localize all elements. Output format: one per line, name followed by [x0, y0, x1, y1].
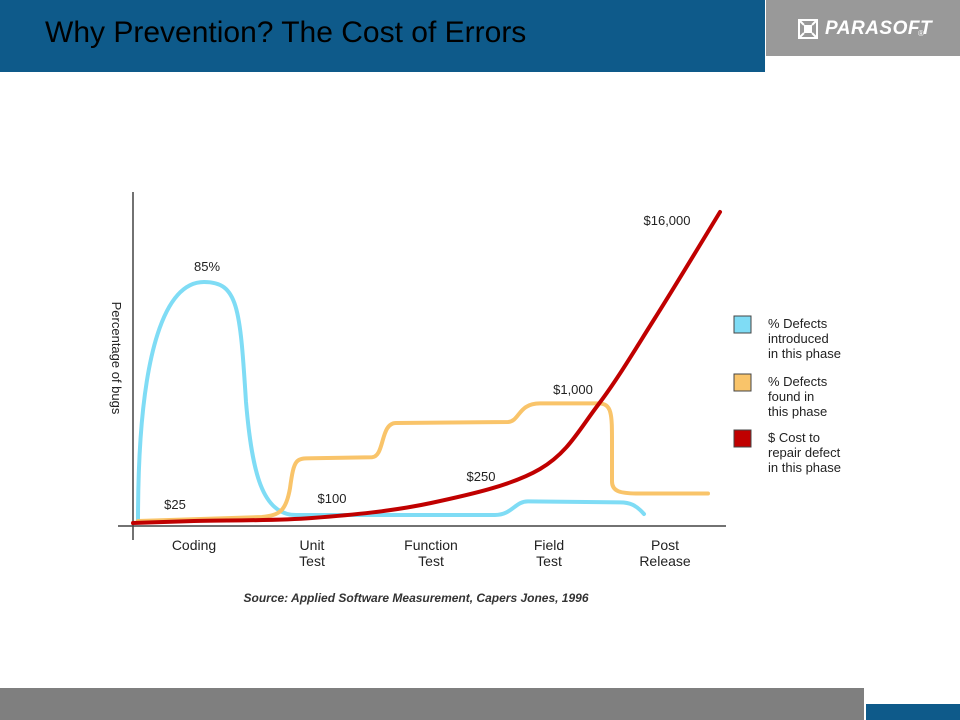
- chart-source-note: Source: Applied Software Measurement, Ca…: [243, 591, 588, 605]
- x-tick-label-field-test: Field Test: [534, 537, 564, 569]
- x-tick-labels: Coding Unit Test Function Test Field Test Post R…: [172, 537, 691, 569]
- legend-swatch-introduced: [733, 315, 752, 334]
- legend-swatch-found: [733, 373, 752, 392]
- x-tick-label-post-release: Post Release: [639, 537, 691, 569]
- logo-registered-mark: ®: [918, 29, 924, 38]
- legend-label-found: % Defects found in this phase: [768, 374, 828, 419]
- data-label-cost-25: $25: [164, 497, 186, 512]
- parasoft-logo-icon: [798, 19, 818, 39]
- x-tick-label-function-test: Function Test: [404, 537, 458, 569]
- data-label-cost-16-000: $16,000: [644, 213, 691, 228]
- footer-bar: [0, 688, 864, 720]
- data-label-cost-250: $250: [467, 469, 496, 484]
- footer-accent: [866, 704, 960, 720]
- data-labels: 85% $25 $100 $250 $1,000 $16,000: [164, 213, 690, 512]
- series-line-defects-found: [136, 401, 710, 523]
- slide-title: Why Prevention? The Cost of Errors: [45, 16, 527, 49]
- data-label-cost-1-000: $1,000: [553, 382, 593, 397]
- series-line-defects-introduced: [136, 280, 646, 523]
- legend-label-cost: $ Cost to repair defect in this phase: [768, 430, 841, 475]
- x-tick-label-coding: Coding: [172, 537, 216, 553]
- legend: % Defects introduced in this phase % Defec…: [733, 315, 841, 475]
- legend-swatch-cost: [733, 429, 752, 448]
- title-bar: [0, 0, 765, 72]
- x-tick-label-unit-test: Unit Test: [299, 537, 325, 569]
- y-axis-label: Percentage of bugs: [109, 302, 124, 415]
- data-label-introduced-85: 85%: [194, 259, 220, 274]
- series-line-repair-cost: [131, 210, 722, 525]
- legend-label-introduced: % Defects introduced in this phase: [768, 316, 841, 361]
- parasoft-logo-text: PARASOFT: [825, 18, 933, 39]
- data-label-cost-100: $100: [318, 491, 347, 506]
